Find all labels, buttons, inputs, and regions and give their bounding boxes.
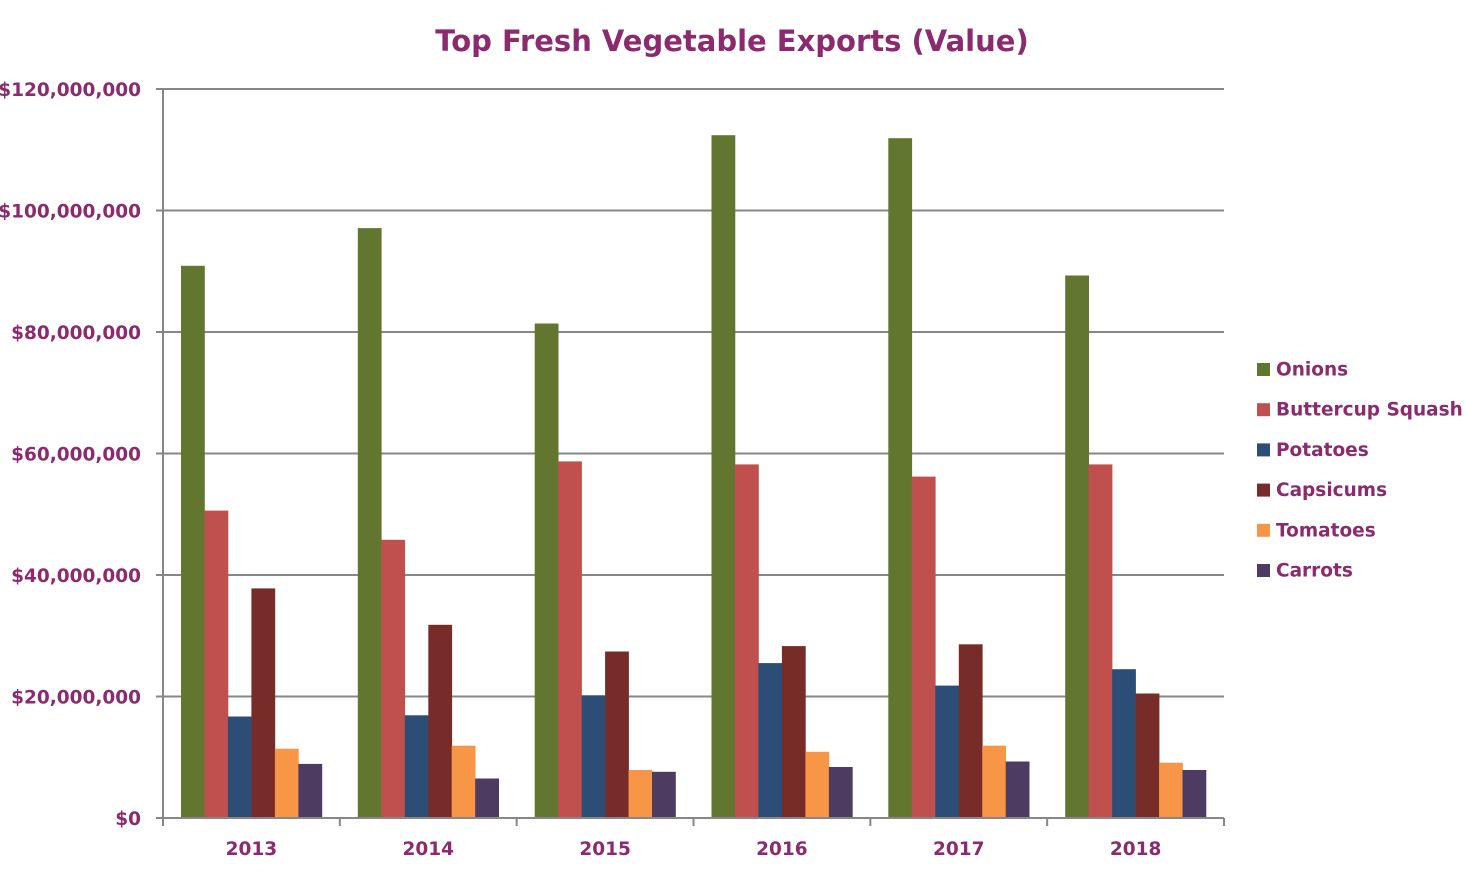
- bar-tomatoes-2015: [628, 770, 653, 818]
- x-tick-label: 2016: [756, 839, 808, 860]
- y-tick-label: $0: [115, 809, 141, 830]
- legend: Onions Buttercup Squash Potatoes Capsicums T…: [1257, 360, 1463, 582]
- legend-swatch: [1257, 564, 1270, 577]
- legend-swatch: [1257, 523, 1270, 537]
- legend-item: Potatoes: [1257, 440, 1369, 461]
- legend-label: Buttercup Squash: [1276, 400, 1463, 421]
- bar-capsicums-2016: [781, 646, 806, 818]
- bar-onions-2016: [711, 135, 736, 818]
- y-tick-label: $20,000,000: [11, 688, 141, 709]
- axes: [156, 89, 1225, 826]
- y-tick-label: $40,000,000: [11, 566, 141, 587]
- bar-potatoes-2016: [758, 663, 783, 818]
- bar-tomatoes-2017: [982, 745, 1006, 818]
- x-tick-label: 2015: [579, 839, 631, 860]
- bar-potatoes-2013: [227, 716, 252, 818]
- y-tick-label: $120,000,000: [0, 80, 141, 101]
- legend-label: Potatoes: [1276, 440, 1369, 461]
- legend-item: Carrots: [1257, 561, 1353, 582]
- x-tick-label: 2018: [1110, 839, 1162, 860]
- gridlines: [156, 88, 1224, 819]
- bar-capsicums-2013: [251, 588, 276, 818]
- bar-potatoes-2014: [404, 715, 429, 818]
- x-tick-label: 2013: [226, 839, 278, 860]
- bar-onions-2017: [888, 138, 913, 818]
- bar-potatoes-2015: [581, 695, 606, 818]
- legend-swatch: [1257, 403, 1270, 417]
- bar-capsicums-2018: [1135, 693, 1160, 818]
- legend-label: Tomatoes: [1276, 520, 1376, 541]
- bars: [181, 135, 1207, 819]
- bar-buttercup-squash-2013: [204, 510, 229, 818]
- chart-title: Top Fresh Vegetable Exports (Value): [435, 24, 1028, 58]
- bar-capsicums-2015: [605, 651, 629, 818]
- bar-tomatoes-2013: [274, 748, 299, 818]
- bar-capsicums-2014: [428, 624, 453, 818]
- legend-label: Onions: [1276, 360, 1348, 381]
- bar-carrots-2013: [298, 763, 323, 818]
- x-tick-label: 2014: [403, 839, 455, 860]
- y-axis-ticks: $0 $20,000,000 $40,000,000 $60,000,000 $80,0…: [0, 80, 141, 830]
- bar-tomatoes-2018: [1159, 762, 1183, 818]
- y-tick-label: $60,000,000: [11, 445, 141, 466]
- bar-onions-2013: [181, 265, 205, 818]
- bar-buttercup-squash-2016: [735, 464, 759, 818]
- bar-carrots-2016: [828, 767, 853, 818]
- legend-swatch: [1257, 443, 1270, 457]
- y-tick-label: $80,000,000: [11, 323, 141, 344]
- bar-potatoes-2018: [1112, 669, 1136, 818]
- bar-onions-2014: [357, 228, 382, 819]
- bar-buttercup-squash-2014: [381, 539, 406, 818]
- bar-onions-2018: [1065, 275, 1089, 818]
- legend-label: Capsicums: [1276, 480, 1387, 501]
- bar-buttercup-squash-2015: [558, 461, 582, 818]
- legend-label: Carrots: [1276, 561, 1353, 582]
- bar-tomatoes-2014: [451, 745, 476, 818]
- legend-item: Capsicums: [1257, 480, 1387, 501]
- bar-buttercup-squash-2017: [911, 476, 936, 818]
- bar-onions-2015: [534, 323, 559, 818]
- bar-capsicums-2017: [958, 644, 983, 818]
- legend-swatch: [1257, 363, 1270, 376]
- legend-item: Buttercup Squash: [1257, 400, 1463, 421]
- bar-carrots-2017: [1005, 761, 1030, 818]
- bar-carrots-2015: [652, 771, 676, 818]
- legend-item: Tomatoes: [1257, 520, 1376, 541]
- legend-item: Onions: [1257, 360, 1348, 381]
- bar-carrots-2014: [475, 778, 499, 818]
- y-tick-label: $100,000,000: [0, 202, 141, 223]
- x-tick-label: 2017: [933, 839, 985, 860]
- bar-buttercup-squash-2018: [1088, 464, 1113, 818]
- bar-potatoes-2017: [935, 685, 960, 818]
- legend-swatch: [1257, 483, 1270, 497]
- bar-carrots-2018: [1182, 770, 1207, 818]
- bar-tomatoes-2016: [805, 751, 830, 818]
- x-axis-ticks: 2013 2014 2015 2016 2017 2018: [226, 839, 1162, 860]
